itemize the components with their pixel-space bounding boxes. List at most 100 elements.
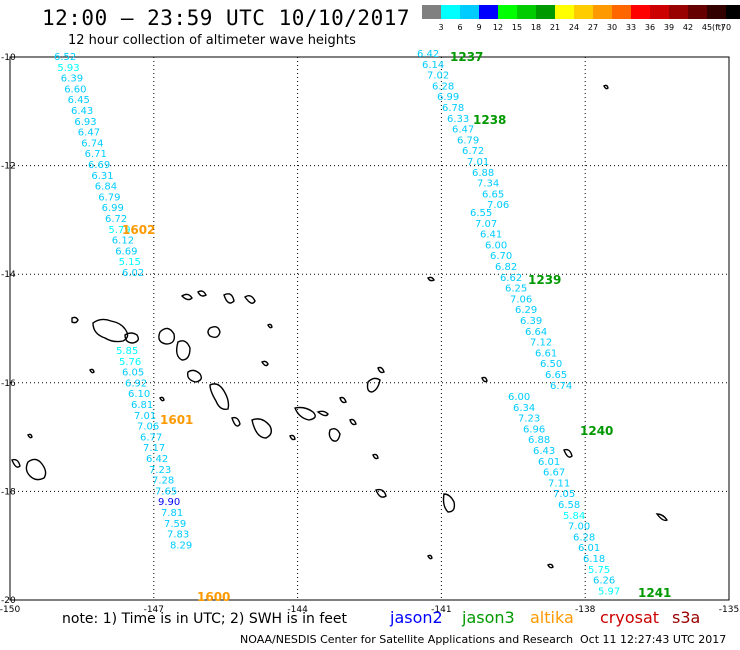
swh-value: 6.12	[112, 236, 134, 247]
color-scale-label: 18	[531, 23, 541, 32]
island-outline	[547, 563, 554, 569]
swh-value: 6.01	[578, 543, 600, 554]
island-outline	[481, 376, 488, 383]
swh-value: 6.18	[583, 554, 605, 565]
color-scale-label: 45	[702, 23, 712, 32]
latitude-tick-label: -20	[1, 596, 16, 606]
swh-value: 7.06	[487, 200, 509, 211]
island-outline	[244, 294, 256, 304]
swh-value: 7.01	[467, 157, 489, 168]
island-outline	[328, 427, 341, 442]
swh-value: 6.69	[115, 246, 137, 257]
island-outline	[375, 488, 387, 498]
pass-label-1241: 1241	[638, 586, 671, 600]
swh-value: 6.00	[485, 240, 507, 251]
swh-value: 6.28	[573, 532, 595, 543]
swh-value: 7.06	[510, 294, 532, 305]
swh-value: 6.25	[505, 284, 527, 295]
color-scale-swatch	[536, 5, 555, 19]
swh-value: 6.78	[442, 103, 464, 114]
swh-value: 6.84	[95, 182, 117, 193]
swh-value: 6.69	[88, 160, 110, 171]
swh-value: 7.12	[530, 338, 552, 349]
island-outline	[231, 416, 241, 427]
color-scale-swatch	[574, 5, 593, 19]
swh-value: 6.58	[558, 500, 580, 511]
color-scale-label: 70	[721, 23, 731, 32]
swh-value: 6.45	[68, 95, 90, 106]
longitude-tick-label: -135	[719, 605, 739, 615]
swh-value: 6.99	[437, 92, 459, 103]
swh-value: 6.33	[447, 114, 469, 125]
pass-label-1240: 1240	[580, 424, 613, 438]
swh-value: 6.88	[472, 168, 494, 179]
swh-value: 7.02	[427, 71, 449, 82]
swh-value: 6.47	[452, 125, 474, 136]
swh-value: 6.93	[74, 117, 96, 128]
color-scale-label: 9	[476, 23, 481, 32]
legend-note: note: 1) Time is in UTC; 2) SWH is in fe…	[62, 611, 348, 627]
swh-value: 6.34	[513, 403, 535, 414]
swh-value: 7.23	[518, 414, 540, 425]
swh-value: 6.61	[535, 348, 557, 359]
swh-value: 7.01	[134, 411, 156, 422]
island-outline	[209, 383, 230, 411]
color-scale-swatch	[726, 5, 740, 19]
color-scale-label: 36	[645, 23, 655, 32]
color-scale-swatch	[669, 5, 688, 19]
mission-s3a: s3a	[672, 608, 701, 627]
island-outline	[260, 360, 269, 367]
mission-jason3: jason3	[462, 608, 515, 627]
color-scale-legend: 3 6 9 12 15 18 21 24 27 30 33 36 39 42 45 70	[422, 5, 740, 32]
swh-value: 5.97	[598, 586, 620, 597]
swh-value: 6.52	[54, 52, 76, 63]
swh-value: 6.41	[480, 230, 502, 241]
swh-value: 5.75	[588, 565, 610, 576]
graticule	[10, 57, 729, 600]
chart-title: 12:00 – 23:59 UTC 10/10/2017	[42, 6, 411, 30]
islands	[11, 84, 669, 569]
swh-value: 5.79	[108, 225, 130, 236]
swh-value: 6.79	[457, 135, 479, 146]
pass-labels: 1602 1601 1600 1237 1238 1239 1240 1241	[122, 50, 671, 604]
generated-timestamp: Oct 11 12:27:43 UTC 2017	[580, 633, 727, 646]
swh-value: 6.28	[432, 81, 454, 92]
chart-subtitle: 12 hour collection of altimeter wave hei…	[68, 33, 356, 48]
swh-value: 7.06	[137, 422, 159, 433]
swh-value: 6.74	[81, 138, 103, 149]
color-scale-label: 3	[438, 23, 443, 32]
island-outline	[251, 418, 273, 439]
color-scale-swatch	[422, 5, 441, 19]
map-frame	[9, 56, 730, 601]
swh-value: 7.34	[477, 179, 499, 190]
swh-value: 6.74	[550, 381, 572, 392]
island-outline	[366, 377, 381, 393]
swh-value: 6.05	[122, 368, 144, 379]
color-scale-label: 12	[493, 23, 503, 32]
swh-value: 7.81	[161, 508, 183, 519]
swh-value: 6.96	[523, 424, 545, 435]
island-outline	[27, 433, 33, 439]
island-outline	[372, 453, 379, 460]
color-scale-label: 21	[550, 23, 560, 32]
swh-value: 6.50	[540, 359, 562, 370]
altimeter-tracks: 6.525.936.396.606.456.436.936.476.746.71…	[54, 49, 620, 597]
swh-value: 6.29	[515, 305, 537, 316]
pass-label-1600: 1600	[197, 590, 230, 604]
swh-value: 5.15	[119, 257, 141, 268]
color-scale-swatch	[555, 5, 574, 19]
color-scale-swatch	[460, 5, 479, 19]
swh-value: 6.81	[131, 400, 153, 411]
swh-value: 7.23	[149, 465, 171, 476]
mission-jason2: jason2	[390, 608, 443, 627]
swh-value: 6.31	[91, 171, 113, 182]
swh-value: 5.84	[563, 511, 585, 522]
island-outline	[71, 316, 79, 324]
swh-value: 6.79	[98, 192, 120, 203]
swh-value: 5.85	[116, 346, 138, 357]
swh-value: 6.39	[61, 74, 83, 85]
swh-value: 6.10	[128, 389, 150, 400]
color-scale-label: 30	[607, 23, 617, 32]
swh-value: 8.29	[170, 540, 192, 551]
swh-value: 7.17	[143, 443, 165, 454]
